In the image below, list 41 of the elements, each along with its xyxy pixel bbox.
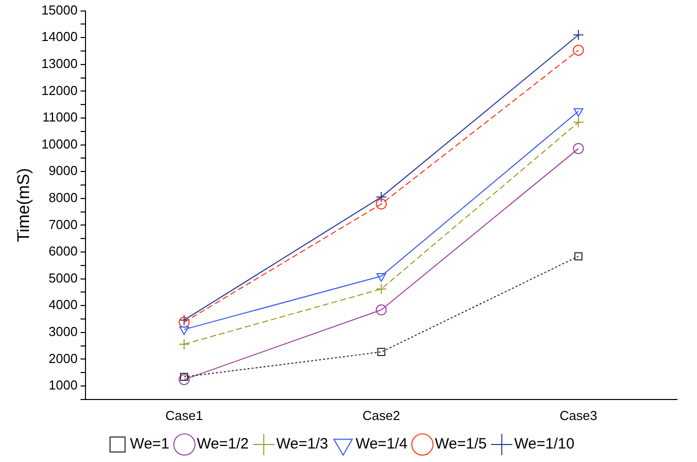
y-tick-label: 11000	[42, 110, 78, 125]
legend-label: We=1/3	[276, 436, 328, 453]
legend-label: We=1/5	[434, 436, 487, 453]
y-tick-label: 5000	[48, 270, 78, 286]
y-axis-title: Time(mS)	[14, 168, 33, 242]
y-tick-label: 7000	[48, 216, 78, 232]
y-tick-label: 4000	[48, 297, 78, 312]
point	[178, 338, 190, 350]
point	[376, 192, 387, 203]
y-tick-label: 14000	[41, 29, 78, 44]
x-tick-label: Case3	[560, 408, 598, 423]
point	[574, 108, 584, 117]
legend-label: We=1/10	[514, 436, 574, 453]
point	[179, 326, 189, 335]
y-tick-label: 3000	[48, 324, 78, 339]
y-tick-label: 9000	[48, 163, 78, 178]
legend-label: We=1/4	[356, 436, 408, 453]
legend-label: We=1/2	[196, 436, 249, 453]
y-tick-label: 10000	[41, 136, 78, 152]
y-tick-label: 13000	[41, 56, 78, 71]
point	[376, 273, 386, 282]
point	[180, 372, 188, 381]
point	[376, 198, 387, 210]
point	[574, 252, 582, 260]
point	[572, 143, 584, 154]
point	[377, 348, 386, 356]
x-tick-label: Case1	[165, 408, 203, 423]
y-tick-label: 15000	[41, 2, 78, 18]
y-tick-label: 6000	[48, 244, 78, 259]
y-tick-label: 12000	[41, 82, 78, 98]
point	[376, 283, 387, 294]
point	[572, 44, 584, 56]
point	[178, 374, 190, 386]
y-tick-label: 2000	[48, 350, 78, 366]
x-tick-label: Case2	[362, 408, 400, 423]
y-tick-label: 1000	[48, 378, 78, 393]
legend-label: We=1	[130, 436, 170, 453]
point	[572, 29, 584, 40]
point	[376, 304, 387, 316]
y-tick-label: 8000	[48, 190, 78, 205]
point	[572, 116, 584, 128]
